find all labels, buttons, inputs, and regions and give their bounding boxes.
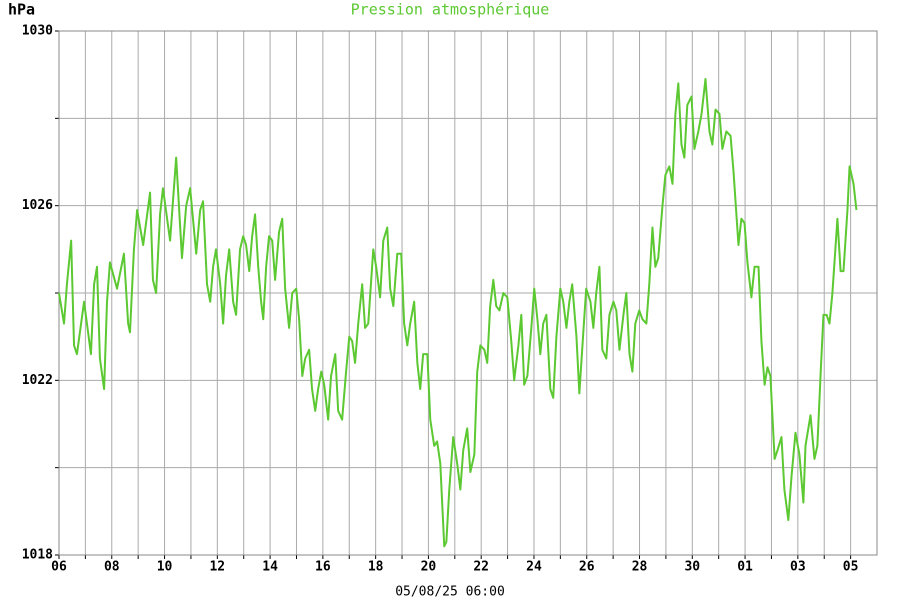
chart-title: Pression atmosphérique	[351, 1, 550, 19]
x-tick-label: 06	[51, 560, 67, 575]
x-tick-label: 30	[684, 560, 700, 575]
x-tick-label: 20	[421, 560, 437, 575]
x-tick-label: 14	[262, 560, 278, 575]
x-tick-label: 08	[104, 560, 120, 575]
x-tick-label: 28	[632, 560, 648, 575]
x-tick-label: 18	[368, 560, 384, 575]
y-tick-label: 1030	[22, 24, 53, 39]
y-tick-label: 1022	[22, 373, 53, 388]
y-tick-label: 1026	[22, 198, 53, 213]
x-tick-label: 10	[157, 560, 173, 575]
x-tick-label: 12	[209, 560, 225, 575]
pressure-line	[58, 78, 858, 548]
y-unit: hPa	[8, 1, 35, 19]
x-tick-label: 03	[790, 560, 806, 575]
y-tick-label: 1018	[22, 548, 53, 563]
x-tick-label: 05	[843, 560, 859, 575]
x-axis-label: 05/08/25 06:00	[395, 585, 505, 600]
x-tick-label: 26	[579, 560, 595, 575]
x-tick-label: 01	[737, 560, 753, 575]
x-tick-label: 22	[473, 560, 489, 575]
x-tick-label: 16	[315, 560, 331, 575]
x-tick-label: 24	[526, 560, 542, 575]
